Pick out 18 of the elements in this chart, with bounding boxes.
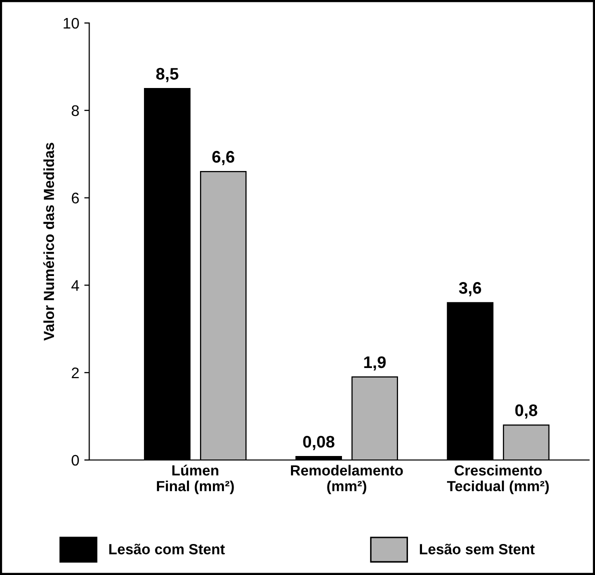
y-tick-label: 4 bbox=[71, 280, 80, 291]
y-tick-label: 0 bbox=[72, 454, 79, 466]
y-tick-label: 6 bbox=[72, 192, 79, 204]
data-label: 1,9 bbox=[364, 356, 386, 371]
data-label: 6,6 bbox=[212, 150, 234, 166]
x-tick-label: Remodelamento (mm²) bbox=[290, 464, 403, 494]
y-tick-label: 10 bbox=[64, 18, 79, 29]
y-axis-title: Valor Numérico das Medidas bbox=[43, 142, 54, 341]
y-tick-label: 2 bbox=[72, 367, 79, 378]
y-tick-label: 8 bbox=[72, 105, 79, 116]
data-label: 3,6 bbox=[458, 282, 482, 296]
data-label: 0,08 bbox=[303, 436, 334, 450]
x-tick-label: Crescimento Tecidual (mm²) bbox=[447, 464, 549, 494]
data-label: 8,5 bbox=[156, 68, 178, 82]
legend-label: Lesão com Stent bbox=[109, 544, 225, 554]
data-label: 0,8 bbox=[515, 404, 538, 419]
x-tick-label: Lúmen Final (mm²) bbox=[156, 464, 234, 494]
legend-label: Lesão sem Stent bbox=[420, 544, 535, 554]
